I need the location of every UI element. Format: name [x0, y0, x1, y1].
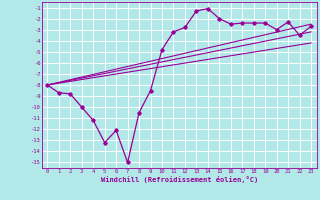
X-axis label: Windchill (Refroidissement éolien,°C): Windchill (Refroidissement éolien,°C)	[100, 176, 258, 183]
